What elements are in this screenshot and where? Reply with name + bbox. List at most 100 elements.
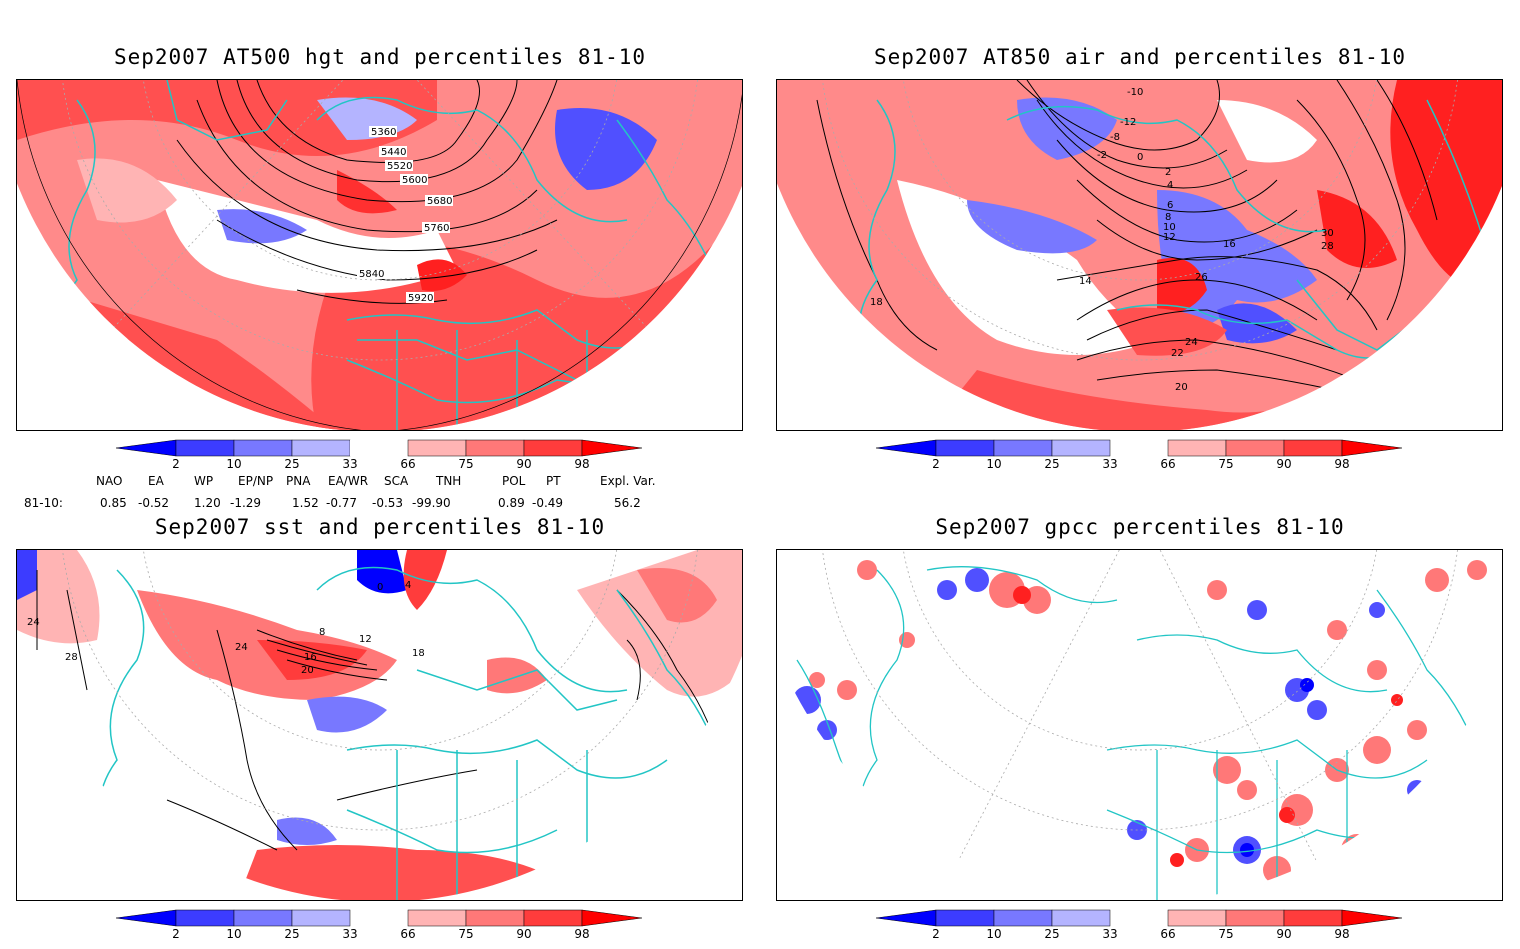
map-panel-air: -10 -12 -8 -2 0 2 4 6 8 10 12 14 16 18 2… [776,79,1503,431]
contour-label: 24 [27,617,40,628]
colorbar-1-swatches [115,439,643,457]
colorbar-3: 2 10 25 33 66 75 90 98 [115,909,646,949]
contour-label: 16 [304,652,317,663]
contour-label: 5600 [402,175,427,186]
tele-value: 0.85 [100,496,127,510]
gpcc-map-svg [777,550,1502,900]
contour-label: 8 [319,627,325,638]
contour-label: 5520 [387,161,412,172]
tele-value: -0.52 [138,496,170,510]
cbar-label: 25 [1044,927,1060,941]
colorbar-4-swatches [875,909,1403,927]
cbar-label: 75 [1218,927,1234,941]
cbar-label: 90 [516,457,532,471]
contour-label: 28 [1321,241,1334,252]
cbar-label: 10 [226,457,242,471]
colorbar-2-swatches [875,439,1403,457]
cbar-label: 66 [400,457,416,471]
colorbar-3-swatches [115,909,643,927]
contour-label: 18 [412,648,425,659]
contour-label: -8 [1110,132,1120,143]
panel-1-title: Sep2007 AT500 hgt and percentiles 81-10 [113,45,647,69]
tele-header: EA/WR [328,474,369,488]
tele-value: 1.52 [292,496,319,510]
contour-label: 6 [1167,200,1173,211]
contour-label: 24 [235,642,248,653]
contour-label: 10 [1163,222,1176,233]
cbar-label: 75 [458,457,474,471]
contour-label: 30 [1321,228,1334,239]
cbar-label: 10 [226,927,242,941]
air-map-svg: -10 -12 -8 -2 0 2 4 6 8 10 12 14 16 18 2… [777,80,1502,430]
contour-label: 20 [1175,382,1188,393]
map-panel-sst: 24 28 20 18 16 12 8 4 0 24 [16,549,743,901]
tele-value: -0.49 [532,496,564,510]
panel-4-title: Sep2007 gpcc percentiles 81-10 [935,515,1345,539]
contour-label: 8 [1165,212,1171,223]
tele-header: PT [546,474,561,488]
tele-header: SCA [384,474,409,488]
contour-label: -2 [1097,150,1107,161]
panel-2-title: Sep2007 AT850 air and percentiles 81-10 [873,45,1407,69]
contour-label: 22 [1171,348,1184,359]
contour-label: 0 [377,582,383,593]
cbar-label: 98 [1334,927,1350,941]
cbar-label: 25 [284,457,300,471]
tele-header: NAO [96,474,123,488]
cbar-label: 2 [932,927,940,941]
cbar-label: 10 [986,927,1002,941]
cbar-label: 98 [574,457,590,471]
cbar-label: 66 [1160,457,1176,471]
contour-label: 16 [1223,239,1236,250]
contour-label: 28 [65,652,78,663]
contour-label: 26 [1195,272,1208,283]
cbar-label: 10 [986,457,1002,471]
cbar-label: 2 [172,927,180,941]
cbar-label: 25 [284,927,300,941]
tele-header: WP [194,474,214,488]
contour-label: 5920 [408,293,433,304]
cbar-label: 33 [1102,927,1118,941]
contour-label: 5360 [371,127,396,138]
sst-map-svg: 24 28 20 18 16 12 8 4 0 24 [17,550,742,900]
cbar-label: 98 [574,927,590,941]
tele-header: EA [148,474,164,488]
tele-header: EP/NP [238,474,274,488]
contour-label: 5440 [381,147,406,158]
tele-value: -0.77 [326,496,358,510]
cbar-label: 90 [1276,927,1292,941]
tele-header: POL [502,474,526,488]
contour-label: 5680 [427,196,452,207]
cbar-label: 2 [172,457,180,471]
panel-3-title: Sep2007 sst and percentiles 81-10 [154,515,606,539]
cbar-label: 33 [342,927,358,941]
contour-label: 14 [1079,276,1092,287]
cbar-label: 2 [932,457,940,471]
cbar-label: 98 [1334,457,1350,471]
tele-value: 0.89 [498,496,525,510]
cbar-label: 66 [400,927,416,941]
contour-label: -10 [1127,87,1143,98]
colorbar-2: 2 10 25 33 66 75 90 98 [875,439,1406,479]
tele-value: -1.29 [230,496,262,510]
cbar-label: 25 [1044,457,1060,471]
tele-value: -0.53 [372,496,404,510]
cbar-label: 90 [516,927,532,941]
tele-header: PNA [286,474,311,488]
contour-label: 4 [405,580,411,591]
tele-row-label: 81-10: [24,496,63,510]
tele-value: -99.90 [412,496,451,510]
tele-value: 56.2 [614,496,641,510]
tele-header: Expl. Var. [600,474,656,488]
contour-label: 5760 [424,223,449,234]
contour-label: -12 [1120,117,1136,128]
contour-label: 0 [1137,152,1143,163]
hgt-map-svg: 5360 5440 5520 5600 5680 5760 5840 5920 [17,80,742,430]
map-panel-gpcc [776,549,1503,901]
cbar-label: 33 [1102,457,1118,471]
contour-label: 2 [1165,167,1171,178]
cbar-label: 66 [1160,927,1176,941]
cbar-label: 75 [1218,457,1234,471]
map-panel-hgt: 5360 5440 5520 5600 5680 5760 5840 5920 [16,79,743,431]
cbar-label: 33 [342,457,358,471]
